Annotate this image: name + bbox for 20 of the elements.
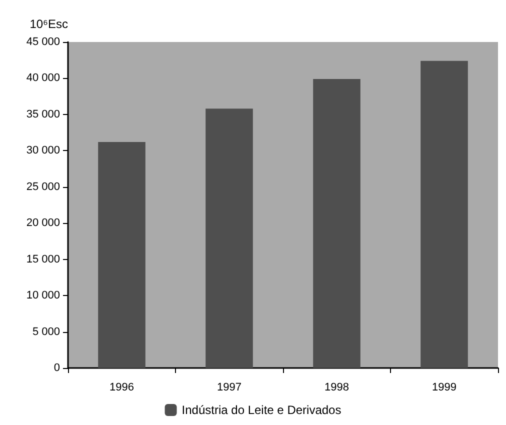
- y-tick-label: 15 000: [26, 253, 60, 266]
- y-tick-label: 20 000: [26, 217, 60, 230]
- x-tick-label: 1998: [324, 382, 349, 394]
- y-tick-label: 25 000: [26, 180, 60, 193]
- bar: [420, 60, 468, 368]
- y-axis-title: 10⁶Esc: [30, 17, 68, 31]
- y-tick-label: 45 000: [26, 36, 60, 48]
- bar: [206, 108, 253, 368]
- bar: [313, 78, 360, 368]
- y-tick-label: 40 000: [26, 72, 60, 84]
- legend-label: Indústria do Leite e Derivados: [182, 403, 342, 417]
- x-tick-label: 1999: [432, 382, 456, 394]
- y-tick-label: 10 000: [26, 290, 60, 302]
- x-tick-label: 1996: [110, 382, 134, 394]
- bar: [98, 142, 146, 368]
- y-tick-label: 35 000: [26, 108, 60, 120]
- y-tick-label: 5 000: [32, 326, 60, 338]
- x-tick-label: 1997: [217, 382, 242, 394]
- y-tick-label: 0: [54, 362, 60, 374]
- y-tick-label: 30 000: [26, 144, 60, 157]
